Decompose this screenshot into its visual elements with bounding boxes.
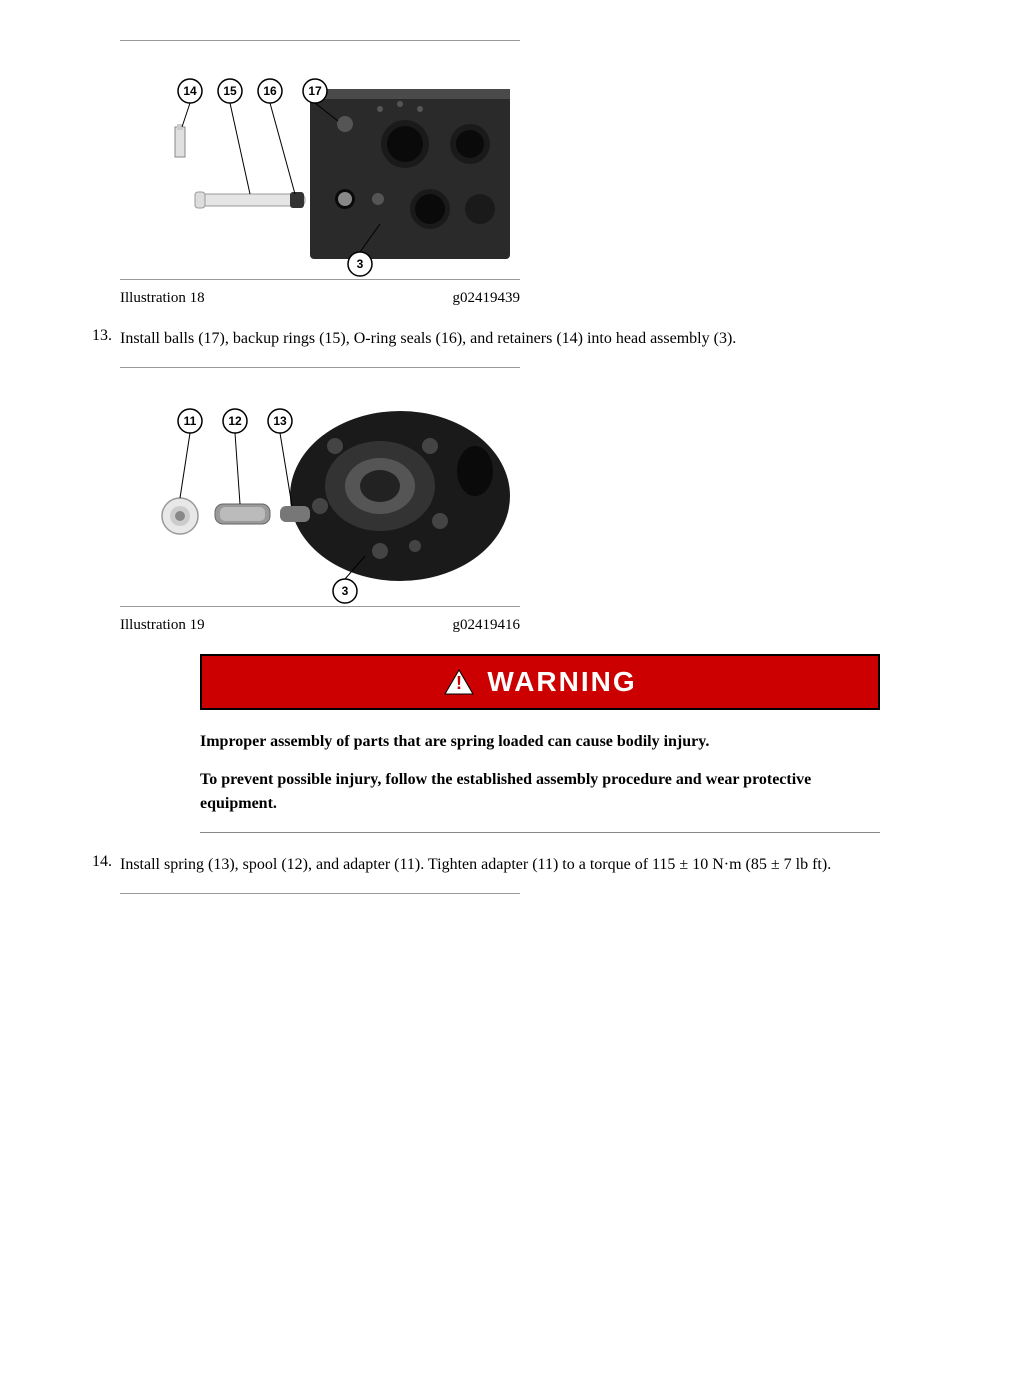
figure-18-container: 14 15 16 17 3 (120, 40, 964, 280)
figure-19-bottom-rule (120, 606, 520, 607)
figure-19-top-rule (120, 367, 520, 368)
step-13-text: Install balls (17), backup rings (15), O… (120, 327, 964, 351)
callout-3b: 3 (342, 584, 349, 598)
callout-16: 16 (263, 84, 277, 98)
warning-para-2: To prevent possible injury, follow the e… (200, 768, 880, 816)
illustration-19-label: Illustration 19 (120, 617, 205, 634)
callout-17: 17 (308, 84, 322, 98)
callout-3a: 3 (357, 257, 364, 271)
warning-bottom-rule (200, 832, 880, 833)
callout-14: 14 (183, 84, 197, 98)
step-14-number: 14. (85, 853, 120, 877)
callout-12: 12 (228, 414, 242, 428)
figure-18-caption: Illustration 18 g02419439 (120, 290, 520, 307)
step-14: 14. Install spring (13), spool (12), and… (85, 853, 964, 877)
warning-triangle-icon: ! (443, 668, 475, 696)
figure-19-caption: Illustration 19 g02419416 (120, 617, 520, 634)
figure-18-bottom-rule (120, 279, 520, 280)
illustration-19-id: g02419416 (453, 617, 521, 634)
figure-19-container: 11 12 13 3 (120, 367, 964, 607)
step-14-text: Install spring (13), spool (12), and ada… (120, 853, 964, 877)
bottom-small-rule (120, 893, 520, 894)
callout-11: 11 (184, 414, 197, 428)
callout-13: 13 (273, 414, 287, 428)
warning-label: WARNING (487, 666, 636, 698)
warning-para-1: Improper assembly of parts that are spri… (200, 730, 880, 754)
step-13: 13. Install balls (17), backup rings (15… (85, 327, 964, 351)
illustration-18-id: g02419439 (453, 290, 521, 307)
figure-18-top-rule (120, 40, 520, 41)
warning-banner: ! WARNING (200, 654, 880, 710)
callout-15: 15 (223, 84, 237, 98)
svg-text:!: ! (456, 673, 462, 693)
figure-19-image: 11 12 13 3 (120, 376, 520, 606)
figure-18-image: 14 15 16 17 3 (120, 49, 520, 279)
step-13-number: 13. (85, 327, 120, 351)
illustration-18-label: Illustration 18 (120, 290, 205, 307)
